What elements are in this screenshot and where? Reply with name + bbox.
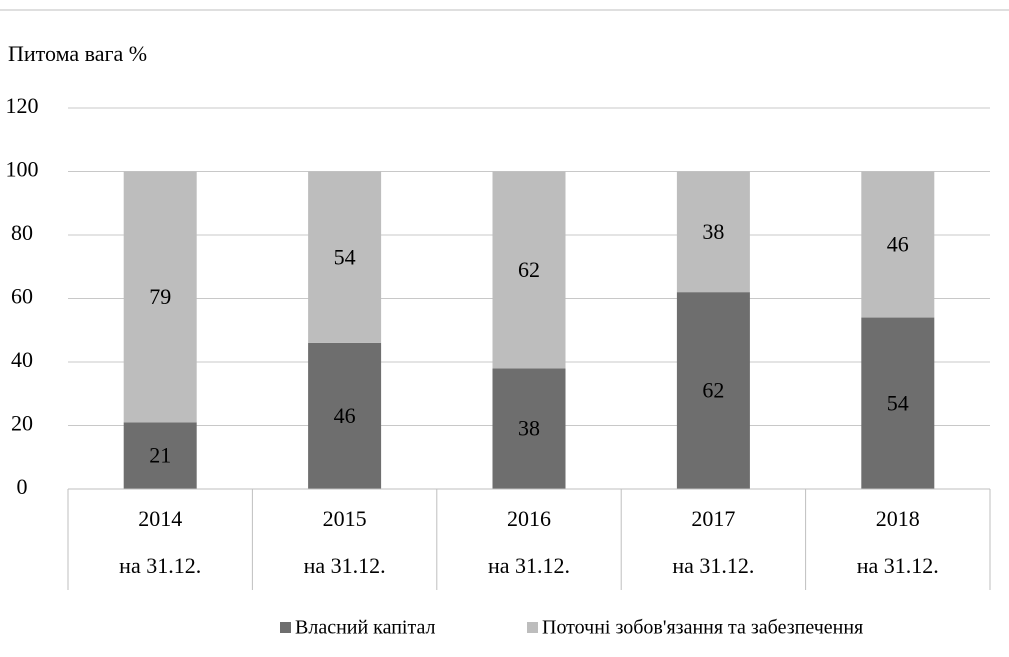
legend-swatch	[280, 622, 291, 633]
legend-label: Власний капітал	[295, 617, 436, 639]
y-tick-label: 40	[11, 347, 33, 372]
x-tick-sublabel: на 31.12.	[304, 553, 386, 578]
x-tick-sublabel: на 31.12.	[488, 553, 570, 578]
x-tick-label: 2018	[876, 506, 920, 531]
x-tick-label: 2016	[507, 506, 551, 531]
bar-segment	[676, 292, 750, 489]
data-label: 38	[702, 219, 724, 244]
y-tick-label: 60	[11, 284, 33, 309]
data-label: 46	[887, 232, 909, 257]
data-label: 62	[518, 257, 540, 282]
bar-segment	[492, 368, 566, 489]
x-tick-sublabel: на 31.12.	[119, 553, 201, 578]
y-tick-label: 100	[6, 157, 39, 182]
data-label: 79	[149, 284, 171, 309]
bar-segment	[861, 317, 935, 489]
x-tick-label: 2015	[323, 506, 367, 531]
bar-segment	[492, 171, 566, 369]
x-tick-label: 2014	[138, 506, 182, 531]
x-tick-sublabel: на 31.12.	[672, 553, 754, 578]
legend-label: Поточні зобов'язання та забезпечення	[542, 617, 863, 639]
x-tick-label: 2017	[691, 506, 735, 531]
y-tick-label: 0	[17, 474, 28, 499]
bar-segment	[676, 171, 750, 293]
y-tick-label: 80	[11, 220, 33, 245]
x-tick-sublabel: на 31.12.	[857, 553, 939, 578]
data-label: 21	[149, 443, 171, 468]
bar-segment	[308, 171, 382, 343]
chart-title: Питома вага %	[8, 41, 147, 66]
data-label: 62	[702, 378, 724, 403]
bar-segment	[123, 171, 197, 423]
data-label: 54	[887, 390, 909, 415]
bar-segment	[861, 171, 935, 318]
data-label: 38	[518, 416, 540, 441]
data-label: 46	[334, 403, 356, 428]
y-tick-label: 120	[6, 93, 39, 118]
y-tick-label: 20	[11, 411, 33, 436]
bar-segment	[308, 342, 382, 489]
bar-segment	[123, 422, 197, 489]
data-label: 54	[334, 244, 356, 269]
legend-swatch	[527, 622, 538, 633]
